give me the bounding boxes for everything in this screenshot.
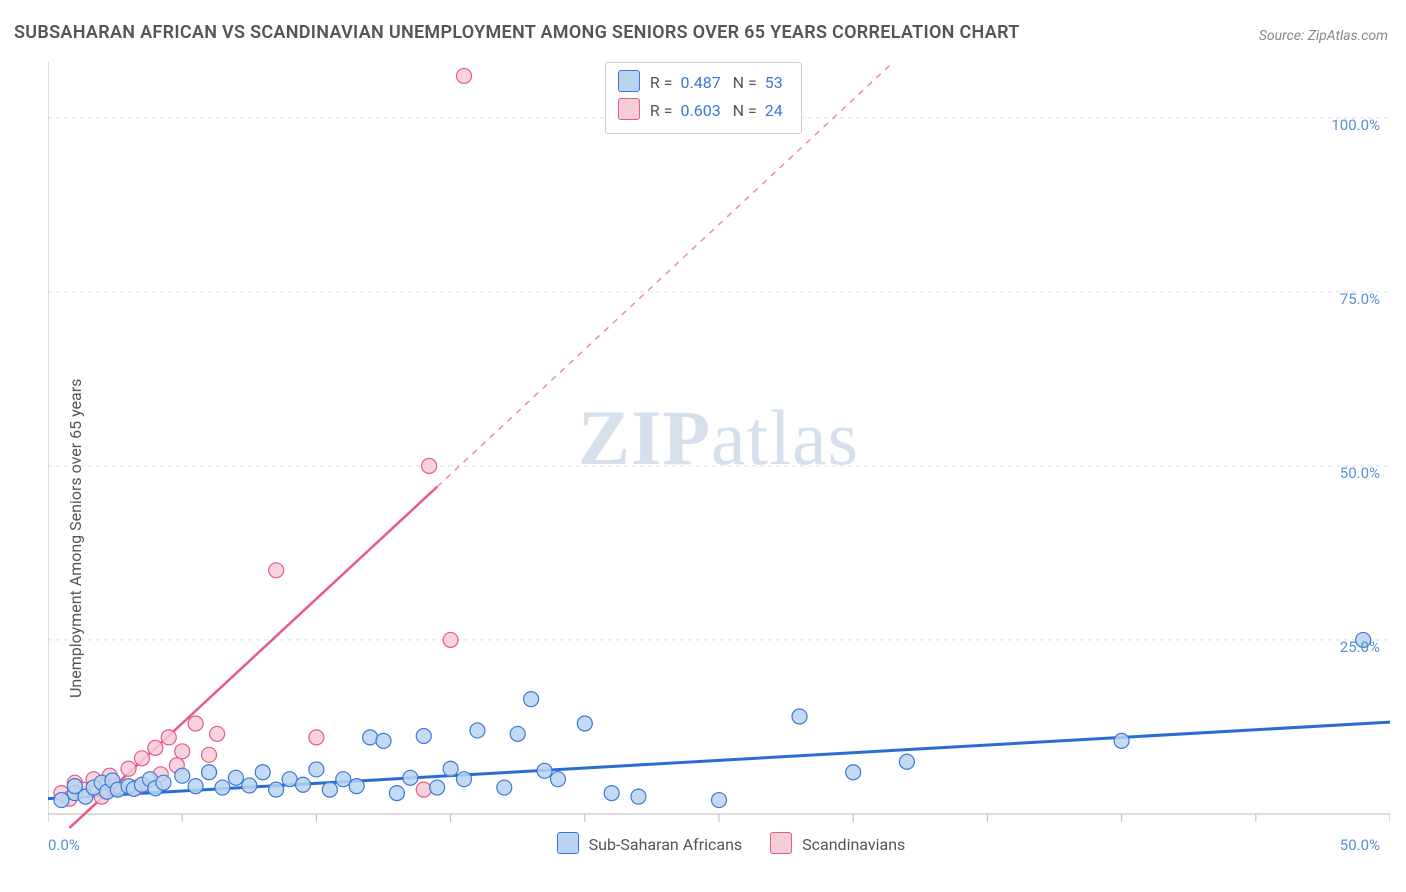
correlation-stats-box: R = 0.487 N = 53R = 0.603 N = 24 <box>605 62 802 134</box>
legend-swatch-pink <box>770 832 792 854</box>
stats-row: R = 0.487 N = 53 <box>618 69 787 97</box>
plot-area: Unemployment Among Seniors over 65 years… <box>48 58 1390 858</box>
scatter-svg <box>48 58 1390 858</box>
legend-label-pink: Scandinavians <box>802 835 905 854</box>
y-tick-label: 100.0% <box>1331 116 1380 134</box>
source-label: Source: ZipAtlas.com <box>1259 28 1388 44</box>
y-axis-label: Unemployment Among Seniors over 65 years <box>66 379 85 698</box>
chart-title: SUBSAHARAN AFRICAN VS SCANDINAVIAN UNEMP… <box>14 22 1020 43</box>
y-tick-label: 75.0% <box>1340 290 1380 308</box>
legend-label-blue: Sub-Saharan Africans <box>589 835 743 854</box>
legend-swatch-blue <box>557 832 579 854</box>
stats-swatch <box>618 98 640 120</box>
legend-bottom: Sub-Saharan Africans Scandinavians <box>48 832 1390 854</box>
y-tick-label: 25.0% <box>1340 638 1380 656</box>
y-tick-label: 50.0% <box>1340 464 1380 482</box>
stats-row: R = 0.603 N = 24 <box>618 97 787 125</box>
stats-swatch <box>618 70 640 92</box>
chart-container: SUBSAHARAN AFRICAN VS SCANDINAVIAN UNEMP… <box>0 0 1406 892</box>
